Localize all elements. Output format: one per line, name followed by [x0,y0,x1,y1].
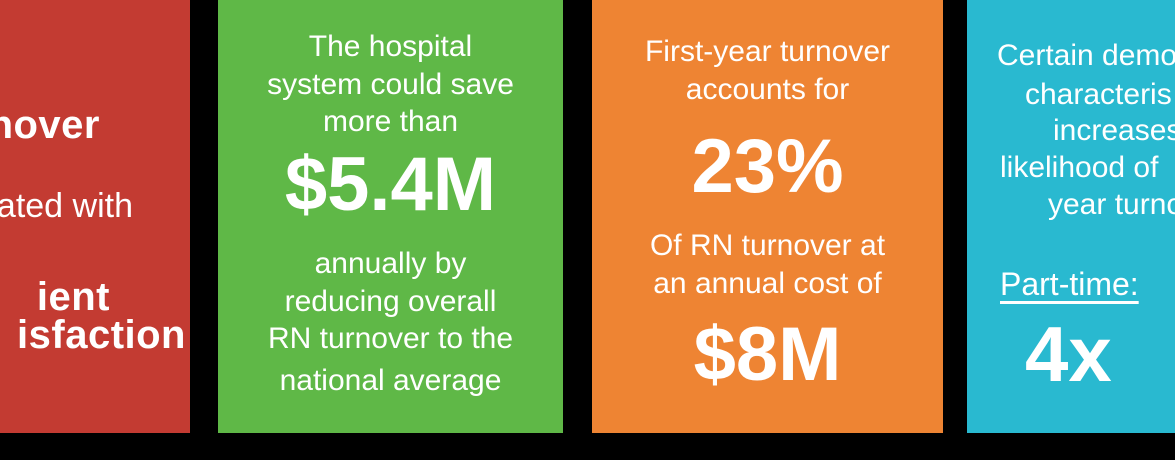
orange-percent-value: 23% [691,124,844,209]
red-text-fragment: isfaction [17,313,186,357]
green-intro-line: The hospital [308,30,473,63]
orange-intro-line: First-year turnover [644,35,891,68]
green-footer-text: national average [279,364,502,397]
teal-text-fragment: characteris [1025,78,1172,111]
green-detail-line: annually by [314,247,467,280]
red-text-fragment: ient [36,275,110,319]
red-text-fragment: nover [0,103,100,147]
green-savings-amount: $5.4M [284,142,497,227]
green-intro-text: The hospital system could save more than [218,28,563,141]
teal-parttime-label: Part-time: [1000,266,1139,302]
orange-cost-value: $8M [693,312,842,397]
green-intro-line: system could save [267,67,514,101]
orange-detail-line: an annual cost of [653,266,882,300]
green-detail-line: RN turnover to the [267,322,514,355]
orange-detail-line: Of RN turnover at [649,229,886,262]
green-detail-text: annually by reducing overall RN turnover… [218,245,563,358]
card-turnover-satisfaction: nover ated with ient isfaction [0,0,190,433]
orange-intro-line: accounts for [685,72,850,106]
card-first-year-turnover: First-year turnover accounts for 23% Of … [592,0,943,433]
teal-multiplier-value: 4x [1025,310,1112,398]
teal-text-fragment: likelihood of [1000,151,1159,184]
card-hospital-savings: The hospital system could save more than… [218,0,563,433]
teal-text-fragment: year turnov [1048,188,1175,221]
orange-intro-text: First-year turnover accounts for [592,33,943,108]
green-detail-line: reducing overall [284,284,497,318]
red-text-fragment: ated with [0,187,133,225]
orange-detail-text: Of RN turnover at an annual cost of [592,227,943,302]
green-intro-line: more than [322,105,459,138]
teal-text-fragment: Certain demog [997,39,1175,72]
card-demographic-characteristics: Certain demog characteris increases like… [967,0,1175,433]
teal-text-fragment: increases [1053,114,1175,147]
